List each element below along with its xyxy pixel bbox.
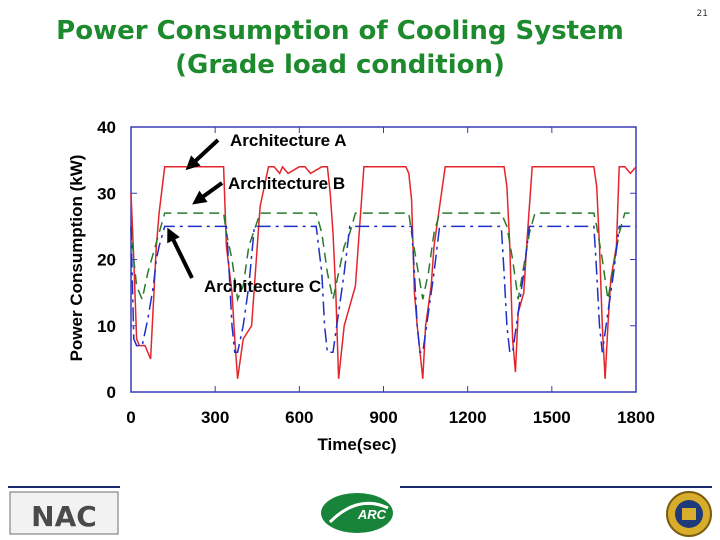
footer-divider-right <box>400 486 712 488</box>
slide-title: Power Consumption of Cooling System (Gra… <box>20 14 660 82</box>
university-seal-logo <box>666 491 712 537</box>
x-axis-label: Time(sec) <box>317 435 396 454</box>
annotation-arrow-head <box>192 190 208 205</box>
y-tick-label: 30 <box>97 184 116 203</box>
x-tick-label: 1200 <box>449 408 487 427</box>
x-tick-label: 300 <box>201 408 229 427</box>
arc-logo-text: ARC <box>357 507 387 522</box>
y-axis-label: Power Consumption (kW) <box>67 155 86 362</box>
series-line-architecture-b <box>130 212 636 303</box>
x-tick-label: 900 <box>369 408 397 427</box>
series-line-architecture-a <box>130 165 637 379</box>
slide-number: 21 <box>696 9 708 19</box>
y-tick-label: 10 <box>97 317 116 336</box>
slide-title-line2: (Grade load condition) <box>175 50 505 80</box>
slide-title-line1: Power Consumption of Cooling System <box>56 16 624 46</box>
y-tick-label: 0 <box>107 383 116 402</box>
annotation-arrow-shaft <box>168 232 194 279</box>
nac-logo-text: NAC <box>31 500 97 533</box>
annotation-arrow-head <box>185 155 201 171</box>
annotation-label: Architecture C <box>204 277 321 296</box>
annotation-arrow-head <box>167 227 180 244</box>
x-tick-label: 1500 <box>533 408 571 427</box>
x-tick-label: 0 <box>126 408 135 427</box>
x-tick-label: 1800 <box>617 408 655 427</box>
series-line-architecture-c <box>130 225 636 354</box>
annotation-label: Architecture B <box>228 174 345 193</box>
x-tick-label: 600 <box>285 408 313 427</box>
nac-logo: NAC <box>9 491 119 535</box>
arc-logo: ARC <box>321 493 393 533</box>
footer-divider-left <box>8 486 120 488</box>
y-tick-label: 40 <box>97 118 116 137</box>
y-tick-label: 20 <box>97 251 116 270</box>
annotation-label: Architecture A <box>230 131 347 150</box>
